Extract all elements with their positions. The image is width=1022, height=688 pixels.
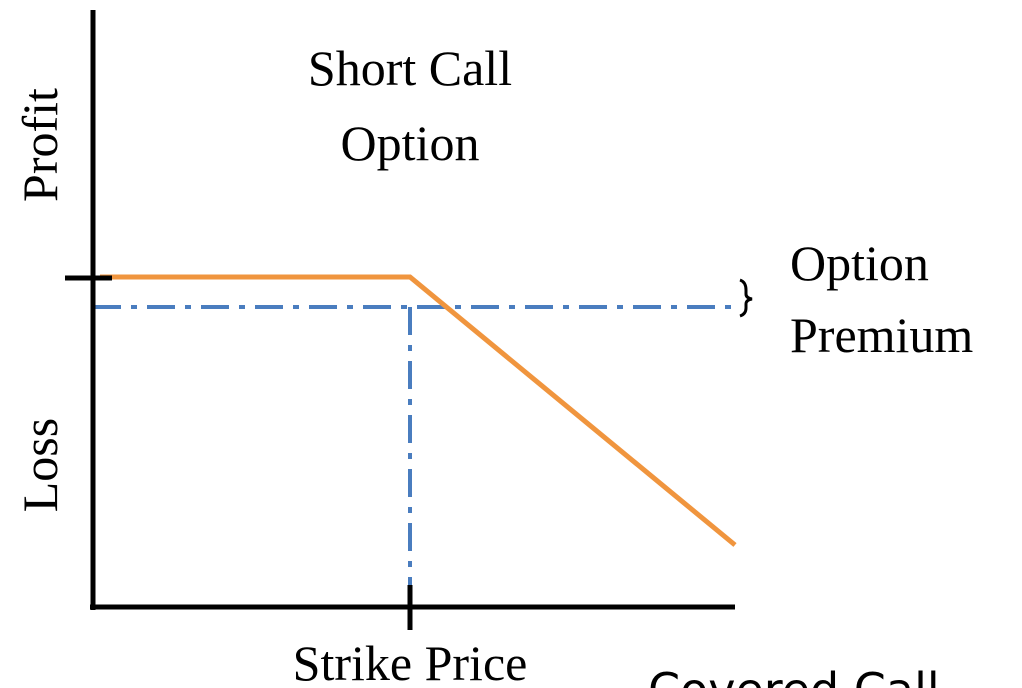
premium-brace [739,278,753,318]
y-label-loss: Loss [12,418,68,512]
title-line: Option [341,115,480,171]
caption: Covered Call [648,663,940,688]
x-label: Strike Price [293,635,528,688]
y-label-profit: Profit [12,88,68,202]
annotation-line: Premium [790,307,973,363]
payoff-line [100,274,737,547]
annotation-line: Option [790,235,929,291]
title-line: Short Call [308,40,512,96]
